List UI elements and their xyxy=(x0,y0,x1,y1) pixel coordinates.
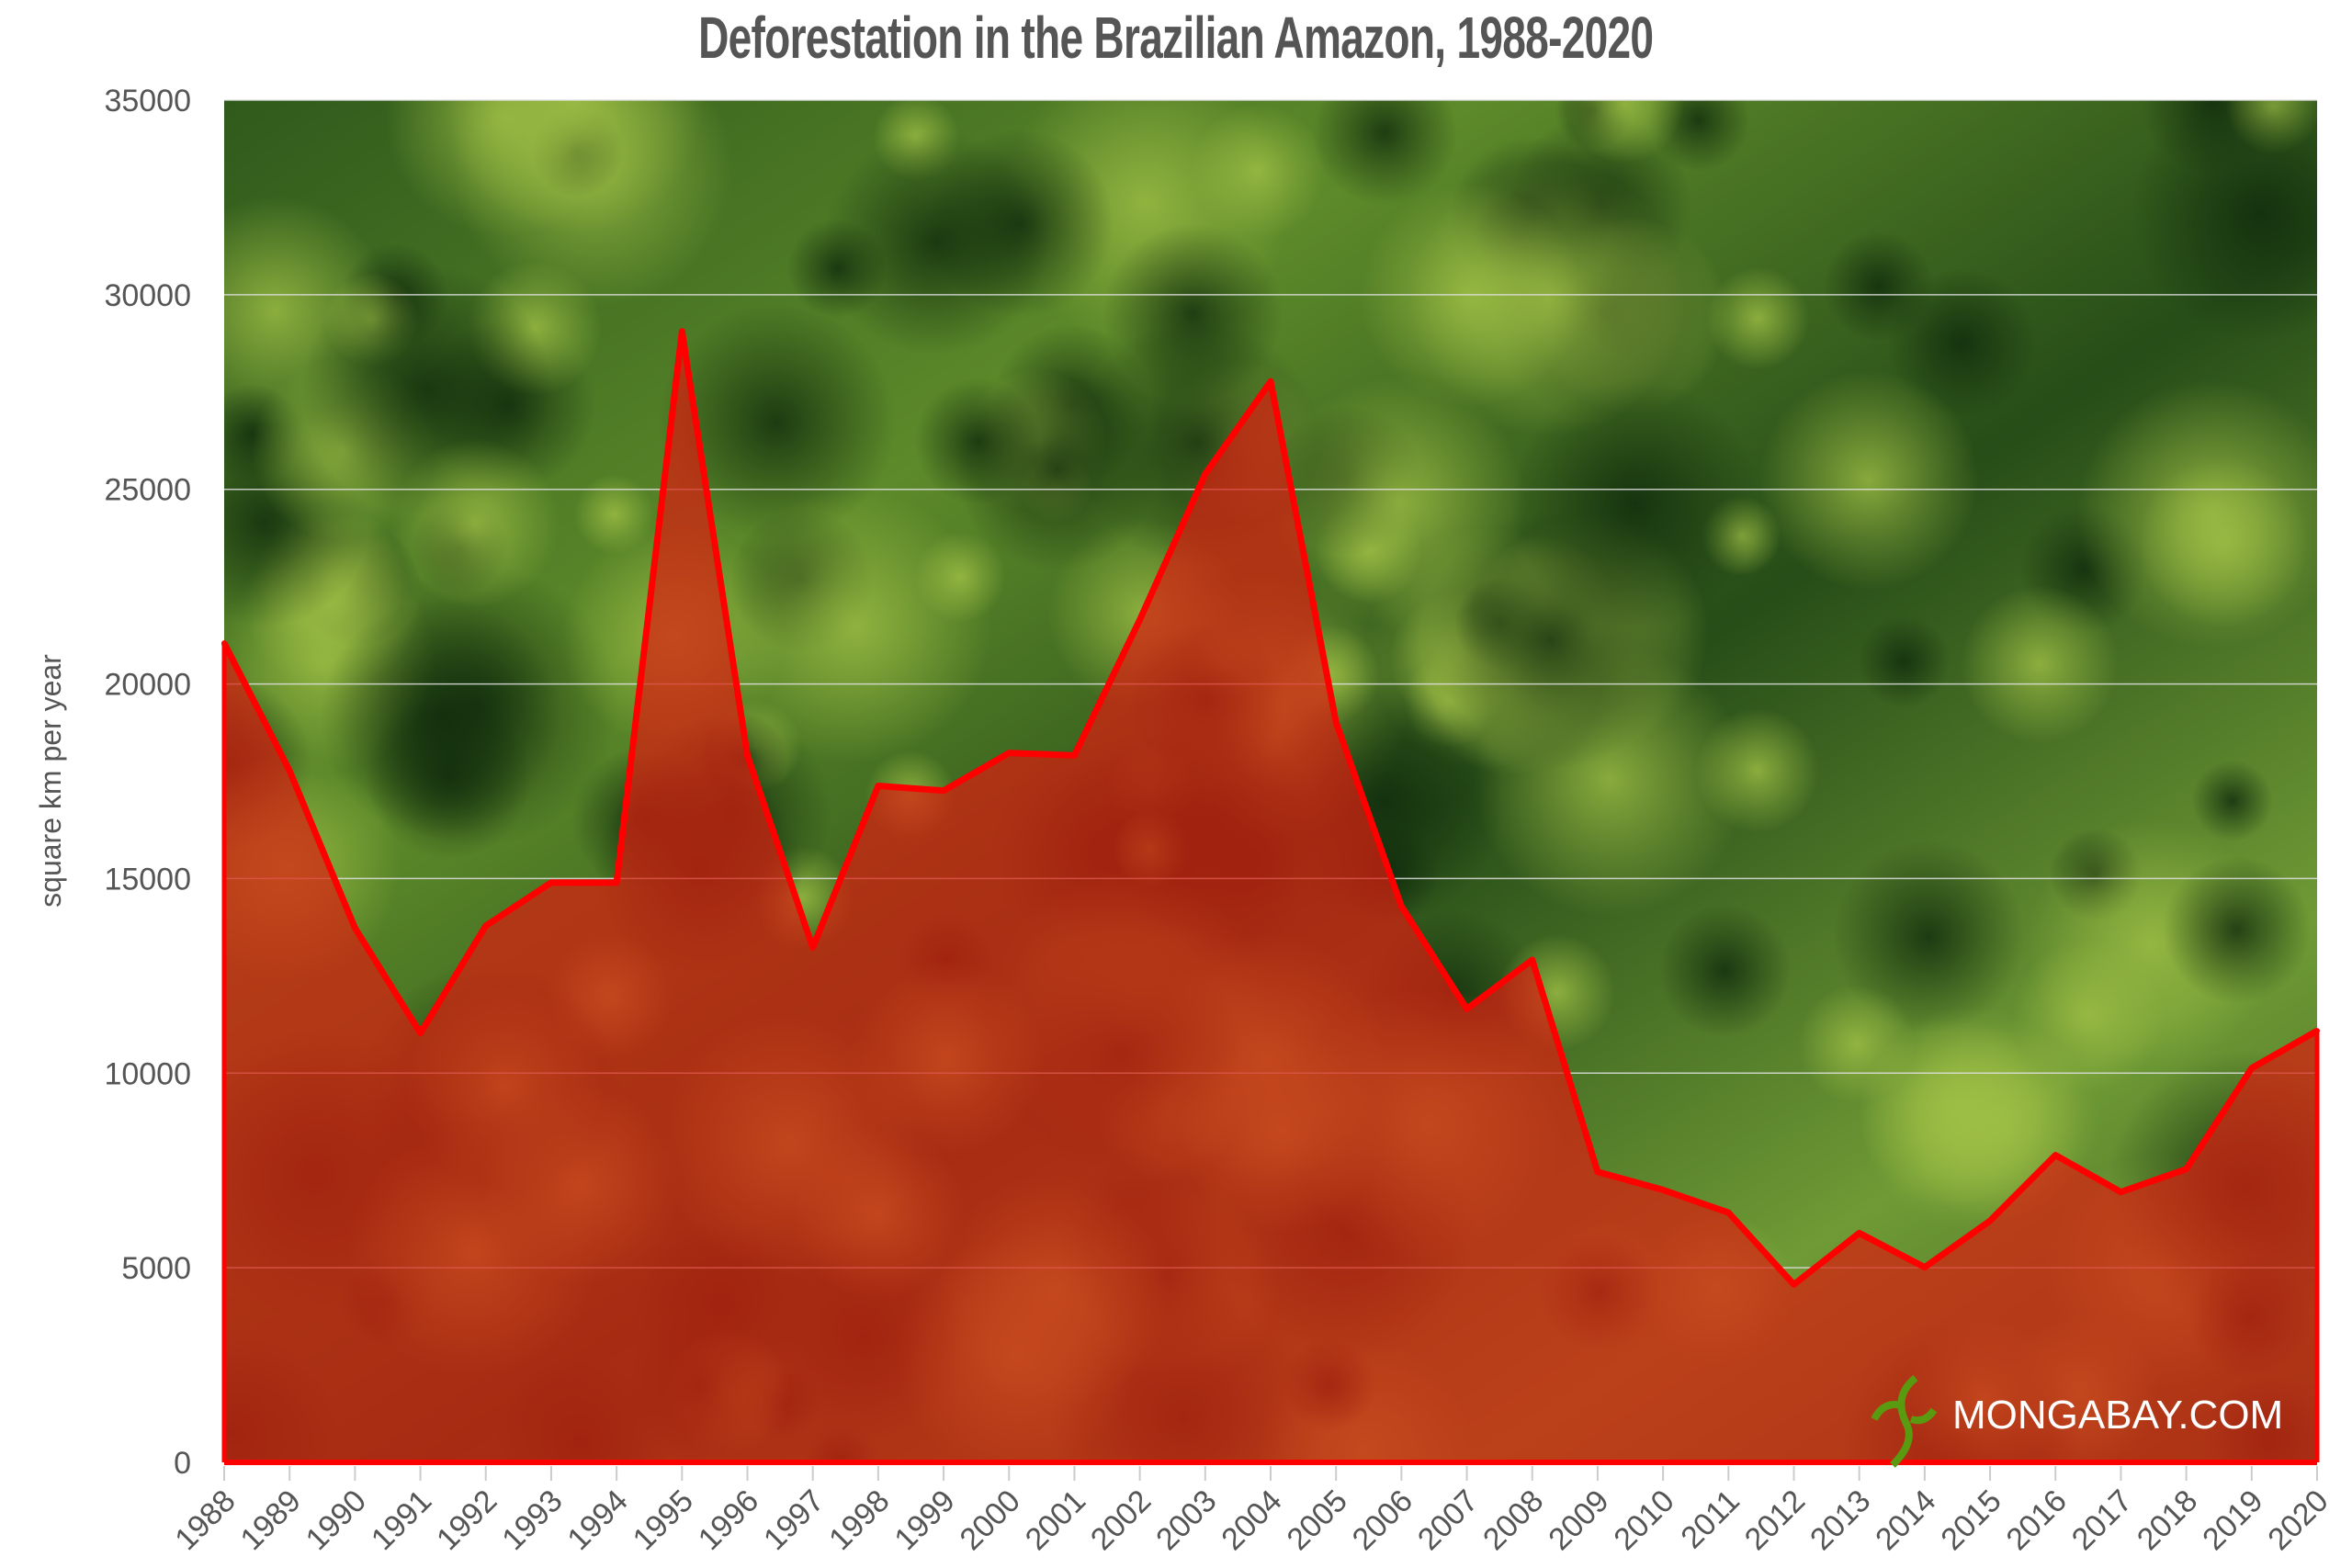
watermark-text: MONGABAY.COM xyxy=(1952,1393,2283,1438)
data-point xyxy=(482,922,489,929)
data-point xyxy=(548,879,554,886)
x-tick-label: 2011 xyxy=(1674,1483,1747,1556)
x-tick-label: 1990 xyxy=(300,1483,373,1557)
data-point xyxy=(744,752,751,759)
x-tick-label: 1997 xyxy=(757,1483,831,1557)
x-tick-label: 1993 xyxy=(495,1483,569,1557)
data-point xyxy=(221,640,227,647)
data-point xyxy=(2118,1189,2124,1195)
x-tick-label: 1989 xyxy=(233,1483,307,1557)
data-point xyxy=(1006,750,1012,756)
data-point xyxy=(1333,719,1340,726)
x-tick-label: 2015 xyxy=(1934,1483,2007,1557)
x-tick-label: 2016 xyxy=(2000,1483,2074,1557)
data-point xyxy=(2314,1028,2320,1034)
x-tick-label: 1999 xyxy=(888,1483,961,1557)
x-tick-label: 2013 xyxy=(1804,1483,1877,1557)
y-tick-label: 25000 xyxy=(104,473,191,508)
x-tick-label: 1996 xyxy=(692,1483,765,1557)
data-point xyxy=(2183,1166,2189,1172)
x-tick-label: 2000 xyxy=(954,1483,1027,1557)
x-tick-label: 2010 xyxy=(1607,1483,1680,1557)
data-point xyxy=(287,768,293,774)
mongabay-watermark: MONGABAY.COM xyxy=(1871,1374,2283,1468)
y-tick-label: 15000 xyxy=(104,862,191,897)
data-point xyxy=(1921,1264,1928,1270)
y-tick-label: 5000 xyxy=(121,1251,191,1286)
data-point xyxy=(1725,1210,1732,1216)
x-tick-label: 2008 xyxy=(1476,1483,1550,1557)
data-point xyxy=(614,879,620,886)
y-tick-label: 35000 xyxy=(104,84,191,118)
area-fill xyxy=(224,331,2317,1463)
x-tick-label: 1988 xyxy=(168,1483,242,1557)
x-tick-label: 1994 xyxy=(560,1483,634,1557)
data-point xyxy=(1594,1168,1600,1175)
x-tick-label: 2020 xyxy=(2261,1483,2335,1557)
x-tick-label: 2001 xyxy=(1019,1483,1092,1557)
x-tick-label: 1998 xyxy=(822,1483,896,1557)
gecko-logo-icon xyxy=(1871,1374,1938,1468)
x-tick-label: 2005 xyxy=(1280,1483,1353,1557)
data-point xyxy=(1071,752,1078,759)
data-point xyxy=(1791,1281,1797,1288)
data-point xyxy=(809,944,816,951)
data-point xyxy=(941,787,947,794)
x-tick-label: 1995 xyxy=(627,1483,700,1557)
data-point xyxy=(1987,1218,1994,1224)
x-tick-label: 2004 xyxy=(1215,1483,1288,1557)
x-tick-label: 2014 xyxy=(1869,1483,1942,1557)
data-point xyxy=(1268,378,1273,385)
x-tick-label: 1991 xyxy=(365,1483,438,1557)
data-point xyxy=(679,328,685,334)
data-point xyxy=(1398,903,1405,909)
x-tick-label: 2018 xyxy=(2131,1483,2204,1557)
x-tick-label: 2019 xyxy=(2196,1483,2269,1557)
x-tick-label: 1992 xyxy=(430,1483,503,1557)
data-point xyxy=(1202,470,1208,477)
y-tick-label: 20000 xyxy=(104,668,191,703)
x-tick-label: 2007 xyxy=(1411,1483,1485,1557)
y-tick-label: 30000 xyxy=(104,278,191,313)
x-tick-label: 2017 xyxy=(2065,1483,2139,1557)
data-point xyxy=(1856,1230,1862,1236)
data-point xyxy=(875,783,881,789)
data-point xyxy=(2052,1152,2059,1158)
x-tick-label: 2003 xyxy=(1149,1483,1223,1557)
data-point xyxy=(352,925,358,931)
data-point xyxy=(1529,956,1535,963)
data-point xyxy=(417,1030,424,1036)
x-tick-label: 2012 xyxy=(1738,1483,1812,1557)
x-tick-label: 2006 xyxy=(1346,1483,1419,1557)
data-point xyxy=(1136,616,1143,623)
y-tick-label: 10000 xyxy=(104,1056,191,1091)
data-point xyxy=(1660,1187,1667,1193)
data-point xyxy=(2248,1065,2255,1071)
chart-title: Deforestation in the Brazilian Amazon, 1… xyxy=(698,5,1654,71)
y-axis-label: square km per year xyxy=(34,654,67,908)
y-tick-label: 0 xyxy=(174,1446,191,1481)
x-tick-label: 2002 xyxy=(1084,1483,1158,1557)
x-tick-label: 2009 xyxy=(1542,1483,1615,1557)
data-point xyxy=(1464,1006,1470,1012)
